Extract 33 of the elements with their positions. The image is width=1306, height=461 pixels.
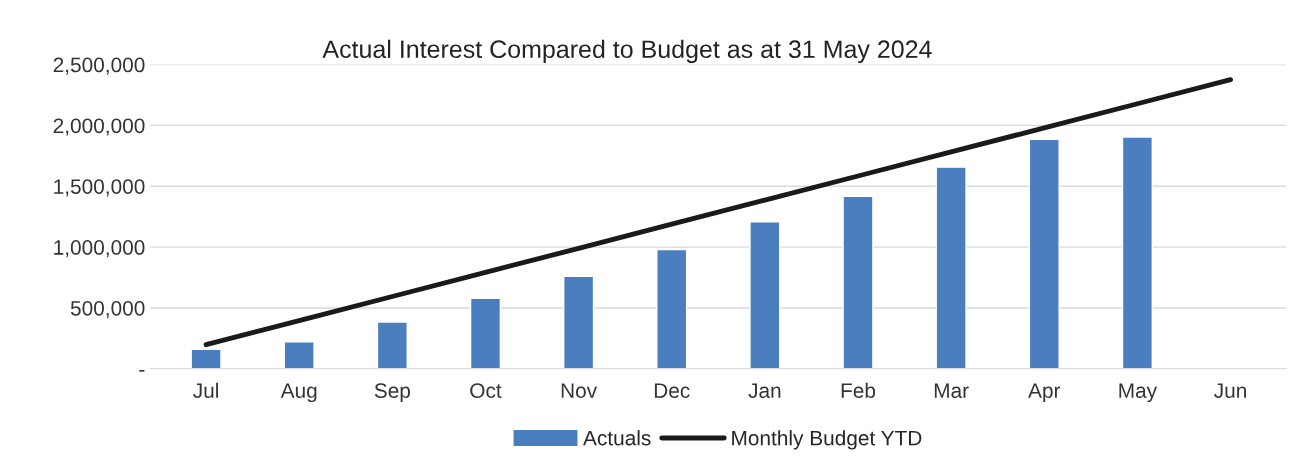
chart-title: Actual Interest Compared to Budget as at 31 May 2024 — [322, 39, 932, 64]
y-tick-label: - — [139, 370, 145, 372]
x-tick-label: Jul — [193, 382, 218, 398]
x-tick-label: Aug — [280, 383, 317, 403]
x-tick-label: Feb — [841, 382, 876, 398]
x-tick-label: Nov — [561, 383, 598, 398]
bar — [935, 166, 967, 369]
x-tick-label: Mar — [934, 383, 969, 398]
bar — [283, 341, 315, 369]
bar — [842, 195, 874, 369]
y-tick-label: 2,000,000 — [53, 118, 145, 136]
line-series — [203, 77, 1233, 348]
y-tick-label: 1,000,000 — [54, 240, 145, 258]
bar — [469, 297, 502, 369]
bar — [656, 248, 688, 369]
x-tick-label: May — [1119, 383, 1158, 403]
bar — [190, 348, 222, 369]
y-tick-label: 500,000 — [70, 300, 145, 319]
x-tick-label: Sep — [374, 383, 410, 403]
x-tick-label: Oct — [470, 383, 502, 398]
x-tick-label: Jan — [748, 383, 781, 398]
legend-label: Actuals — [583, 430, 651, 446]
x-tick-label: Dec — [654, 383, 690, 398]
bar — [749, 221, 781, 369]
legend-label: Monthly Budget YTD — [732, 430, 922, 450]
bar — [563, 275, 595, 369]
bar — [376, 321, 408, 369]
y-tick-label: 2,500,000 — [53, 57, 145, 75]
x-tick-label: Apr — [1028, 383, 1061, 403]
bar — [1028, 138, 1060, 369]
bar — [1121, 136, 1153, 369]
x-tick-label: Jun — [1214, 383, 1246, 398]
y-tick-label: 1,500,000 — [54, 179, 145, 197]
